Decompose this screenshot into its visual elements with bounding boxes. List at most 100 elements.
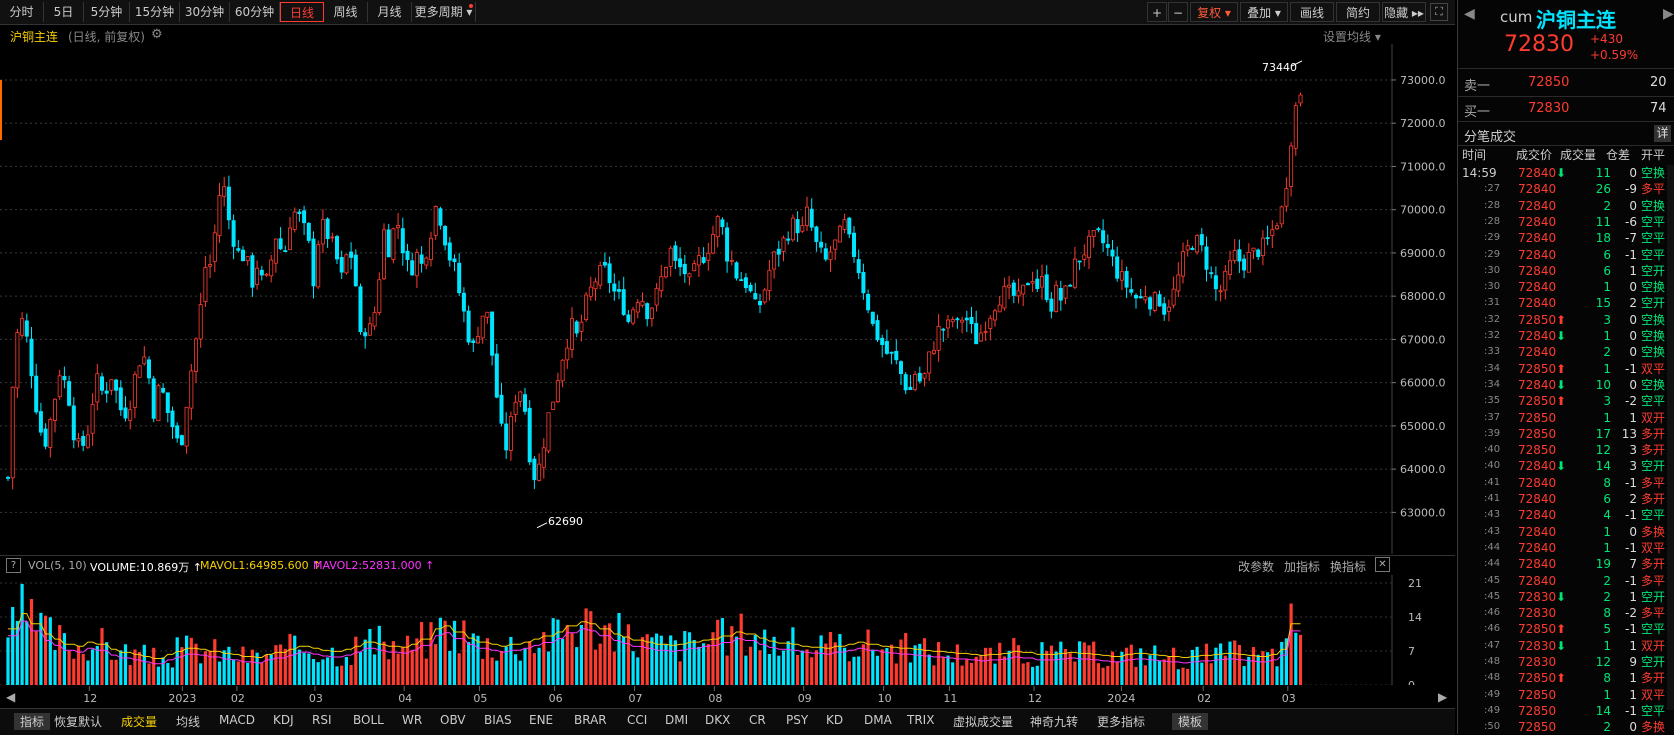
candle[interactable] <box>471 340 476 344</box>
candle[interactable] <box>649 307 654 320</box>
candle[interactable] <box>179 435 184 446</box>
candle[interactable] <box>20 318 25 336</box>
candle[interactable] <box>447 242 452 261</box>
candle[interactable] <box>588 286 593 297</box>
candle[interactable] <box>626 314 631 322</box>
candle[interactable] <box>15 332 20 389</box>
candle[interactable] <box>772 251 777 270</box>
candle[interactable] <box>1270 229 1275 236</box>
gear-icon[interactable]: ⚙ <box>151 27 163 42</box>
candle[interactable] <box>1002 285 1007 309</box>
candle[interactable] <box>523 394 528 412</box>
candle[interactable] <box>10 386 15 479</box>
candle[interactable] <box>396 224 401 229</box>
candle[interactable] <box>964 317 969 321</box>
candle[interactable] <box>546 412 551 452</box>
candle[interactable] <box>1176 274 1181 292</box>
candle[interactable] <box>570 318 575 350</box>
candle[interactable] <box>551 401 556 410</box>
period-tab-3[interactable]: 15分钟 <box>130 2 180 22</box>
candle[interactable] <box>38 411 43 433</box>
candle[interactable] <box>598 265 603 286</box>
candle[interactable] <box>701 257 706 263</box>
candle[interactable] <box>673 245 678 261</box>
candle[interactable] <box>320 219 325 245</box>
candle[interactable] <box>781 237 786 252</box>
candle[interactable] <box>706 252 711 261</box>
indicator-15[interactable]: DKX <box>705 713 731 727</box>
candle[interactable] <box>607 263 612 284</box>
candle[interactable] <box>602 262 607 266</box>
indicator-18[interactable]: KD <box>826 713 844 727</box>
period-tab-6[interactable]: 日线 <box>280 2 324 22</box>
candle[interactable] <box>245 256 250 262</box>
candle[interactable] <box>1025 283 1030 286</box>
candle[interactable] <box>339 256 344 273</box>
candle[interactable] <box>654 287 659 306</box>
candle[interactable] <box>734 262 739 279</box>
period-tab-2[interactable]: 5分钟 <box>84 2 130 22</box>
indicator-21[interactable]: 虚拟成交量 <box>953 715 1014 729</box>
add-indicator-button[interactable]: 加指标 <box>1284 560 1321 574</box>
candle[interactable] <box>292 211 297 230</box>
candle[interactable] <box>170 410 175 428</box>
candle[interactable] <box>198 304 203 340</box>
candle[interactable] <box>142 356 147 365</box>
candle[interactable] <box>316 244 321 288</box>
toolbar-btn-2[interactable]: 复权 ▾ <box>1190 2 1238 22</box>
indicator-19[interactable]: DMA <box>864 713 892 727</box>
candle[interactable] <box>1063 285 1068 299</box>
candle[interactable] <box>428 237 433 261</box>
indicator-22[interactable]: 神奇九转 <box>1030 715 1079 729</box>
candle[interactable] <box>433 205 438 236</box>
candle[interactable] <box>24 320 29 337</box>
candle[interactable] <box>870 311 875 324</box>
candle[interactable] <box>259 269 264 276</box>
indicator-0[interactable]: 指标 <box>14 713 51 730</box>
candle[interactable] <box>659 276 664 292</box>
candle[interactable] <box>1138 296 1143 299</box>
candle[interactable] <box>894 350 899 361</box>
candle[interactable] <box>1265 237 1270 240</box>
candle[interactable] <box>114 379 119 391</box>
indicator-24[interactable]: 模板 <box>1172 713 1209 730</box>
candle[interactable] <box>100 376 105 391</box>
candle[interactable] <box>537 463 542 481</box>
candle[interactable] <box>1049 298 1054 312</box>
candle[interactable] <box>358 286 363 333</box>
candle[interactable] <box>711 234 716 254</box>
candle[interactable] <box>988 317 993 329</box>
candle[interactable] <box>466 310 471 343</box>
candle[interactable] <box>1237 249 1242 262</box>
candle[interactable] <box>617 289 622 292</box>
candle[interactable] <box>1044 274 1049 300</box>
candle[interactable] <box>90 403 95 434</box>
candle[interactable] <box>880 337 885 345</box>
candle[interactable] <box>946 319 951 329</box>
candle[interactable] <box>560 359 565 382</box>
candle[interactable] <box>461 292 466 312</box>
candle[interactable] <box>132 373 137 408</box>
candle[interactable] <box>1251 247 1256 252</box>
candle[interactable] <box>6 476 11 479</box>
candle[interactable] <box>974 323 979 345</box>
indicator-5[interactable]: KDJ <box>273 713 294 727</box>
candle[interactable] <box>837 225 842 243</box>
candle[interactable] <box>71 405 76 441</box>
candle[interactable] <box>311 238 316 287</box>
candle[interactable] <box>1171 288 1176 306</box>
next-arrow-icon[interactable]: ▶ <box>1663 6 1674 22</box>
candle[interactable] <box>612 283 617 292</box>
candle[interactable] <box>1007 284 1012 288</box>
scroll-left-icon[interactable]: ◀ <box>6 690 16 704</box>
candle[interactable] <box>1040 276 1045 288</box>
swap-indicator-button[interactable]: 换指标 <box>1330 560 1367 574</box>
period-tab-1[interactable]: 5日 <box>44 2 84 22</box>
candle[interactable] <box>81 435 86 446</box>
candle[interactable] <box>457 262 462 294</box>
candle[interactable] <box>814 226 819 242</box>
candle[interactable] <box>161 387 166 393</box>
candle[interactable] <box>146 359 151 379</box>
candle[interactable] <box>419 254 424 264</box>
candle[interactable] <box>1289 145 1294 187</box>
